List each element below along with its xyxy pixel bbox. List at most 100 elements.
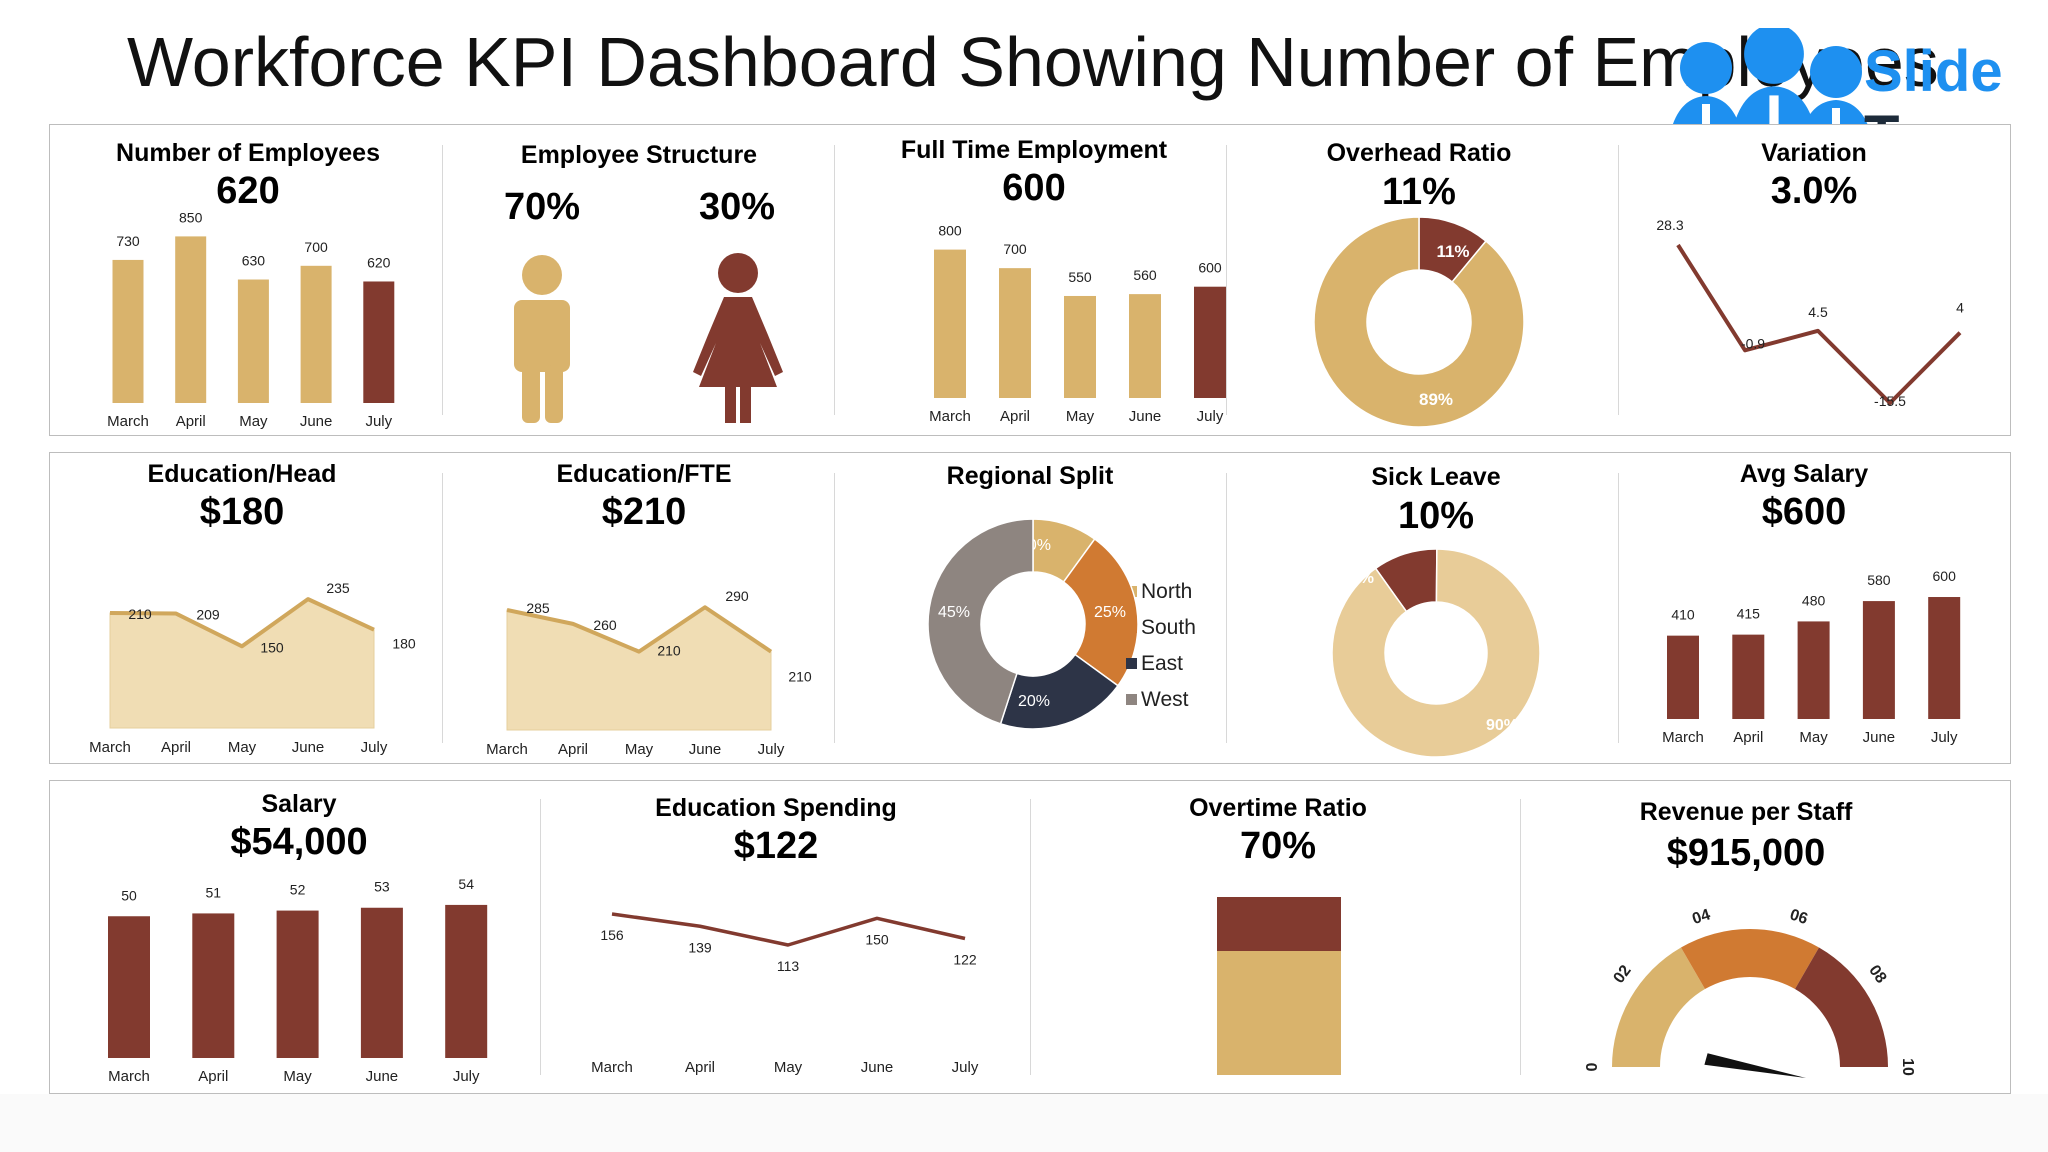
logo-person-head	[1810, 46, 1862, 98]
x-tick-label: March	[486, 741, 528, 758]
bar-segment	[1217, 897, 1341, 951]
bar	[934, 249, 966, 398]
bar	[1129, 294, 1161, 398]
panel-salary: Salary $54,000 50 March 51 April 52 May 53 June…	[50, 781, 540, 1093]
kpi-row-1: Number of Employees 620 730 March 850 April…	[49, 124, 2011, 436]
x-tick-label: July	[1197, 408, 1224, 425]
bar-value-label: 410	[1671, 607, 1695, 623]
x-tick-label: June	[300, 413, 333, 430]
x-tick-label: April	[1000, 408, 1030, 425]
bar	[1862, 601, 1895, 719]
bar	[445, 904, 488, 1058]
bar-value-label: 580	[1867, 572, 1891, 588]
point-label: 180	[392, 636, 416, 652]
bar-value-label: 730	[116, 233, 140, 249]
point-label: 4	[1956, 300, 1964, 316]
legend-label: West	[1141, 688, 1189, 711]
bar-value-label: 54	[458, 876, 474, 892]
bar-value-label: 700	[1003, 241, 1027, 257]
gauge-tick-label: 10	[1899, 1058, 1916, 1076]
point-label: 209	[196, 607, 220, 623]
slice-label: 20%	[1018, 693, 1050, 710]
x-tick-label: March	[89, 739, 131, 756]
series-line	[611, 912, 966, 947]
x-tick-label: March	[1662, 729, 1704, 746]
panel-title: Revenue per Staff	[1640, 798, 1853, 826]
kpi-value: $122	[734, 825, 819, 867]
kpi-value: 11%	[1382, 171, 1456, 213]
bar	[192, 913, 235, 1058]
slice-label: 89%	[1419, 390, 1453, 409]
x-tick-label: March	[108, 1068, 150, 1085]
sick-chart: Sick Leave 10% 10% 90%	[1331, 463, 1541, 758]
male-percentage: 70%	[504, 186, 580, 228]
bar	[112, 259, 144, 403]
x-tick-label: May	[228, 739, 257, 756]
point-label: 4.5	[1808, 304, 1828, 320]
gauge-tick-label: 0	[1584, 1062, 1601, 1071]
kpi-value: $180	[200, 491, 285, 533]
panel-edu-fte: Education/FTE $210 285 March 260 April 210 Ma…	[442, 453, 834, 763]
x-tick-label: July	[365, 413, 392, 430]
gauge-needle	[1704, 1053, 1806, 1078]
bar	[1732, 634, 1765, 719]
x-tick-label: July	[1931, 729, 1958, 746]
salary-chart: Salary $54,000 50 March 51 April 52 May 53 June…	[108, 790, 488, 1085]
page-title: Workforce KPI Dashboard Showing Number o…	[127, 23, 1939, 101]
x-tick-label: July	[453, 1068, 480, 1085]
point-label: 150	[865, 931, 889, 947]
employees-chart: Number of Employees 620 730 March 850 April…	[107, 139, 395, 430]
x-tick-label: June	[366, 1068, 399, 1085]
donut-slice	[1331, 548, 1541, 758]
bar-segment	[1217, 950, 1341, 1075]
panel-fulltime: Full Time Employment 600 800 March 700 Apri…	[834, 125, 1226, 435]
point-label: 150	[260, 639, 284, 655]
bar-value-label: 50	[121, 887, 137, 903]
x-tick-label: April	[1733, 729, 1763, 746]
kpi-value: 70%	[1240, 825, 1316, 867]
structure-chart: Employee Structure 70% 30%	[504, 141, 783, 423]
bar	[300, 265, 332, 403]
logo-word-slide: Slide	[1864, 39, 2003, 104]
bar	[1064, 295, 1096, 398]
donut-slice	[1062, 538, 1139, 687]
legend-label: South	[1141, 616, 1196, 639]
bar	[1194, 286, 1226, 398]
point-label: -0.9	[1741, 335, 1765, 351]
kpi-value: 3.0%	[1771, 170, 1858, 212]
male-icon	[514, 255, 570, 423]
kpi-value: 600	[1002, 167, 1065, 209]
panel-edu-head: Education/Head $180 210 March 209 April 150 M…	[50, 453, 442, 763]
female-icon	[693, 253, 783, 423]
x-tick-label: May	[1066, 408, 1095, 425]
point-label: 260	[593, 617, 617, 633]
point-label: 139	[688, 939, 712, 955]
x-tick-label: May	[625, 741, 654, 758]
donut-slice	[999, 653, 1119, 730]
bar	[276, 910, 319, 1058]
legend-label: East	[1141, 652, 1183, 675]
logo-person-tie	[1769, 95, 1779, 135]
regional-chart: Regional Split 10%North25%South20%East45…	[927, 462, 1196, 730]
bar	[360, 907, 403, 1058]
bar-value-label: 620	[367, 254, 391, 270]
bar-value-label: 550	[1068, 269, 1092, 285]
logo-person-head	[1744, 28, 1804, 84]
gauge-tick-label: 04	[1690, 906, 1712, 928]
panel-title: Sick Leave	[1371, 463, 1500, 491]
legend-label: North	[1141, 580, 1192, 603]
edu-head-chart: Education/Head $180 210 March 209 April 150 M…	[89, 460, 416, 756]
bar-value-label: 480	[1802, 592, 1826, 608]
panel-overtime: Overtime Ratio 70%	[1030, 781, 1520, 1093]
panel-title: Variation	[1761, 139, 1867, 167]
revenue-chart: Revenue per Staff $915,000 0 02 04 06 08 10	[1584, 798, 1916, 1078]
point-label: 290	[725, 588, 749, 604]
bar-value-label: 700	[304, 239, 328, 255]
panel-title: Salary	[261, 790, 336, 818]
bar-value-label: 600	[1933, 568, 1957, 584]
donut-slice	[927, 518, 1034, 725]
x-tick-label: April	[198, 1068, 228, 1085]
donut-slice	[1313, 216, 1525, 428]
point-label: 235	[326, 580, 350, 596]
panel-title: Avg Salary	[1740, 460, 1868, 488]
